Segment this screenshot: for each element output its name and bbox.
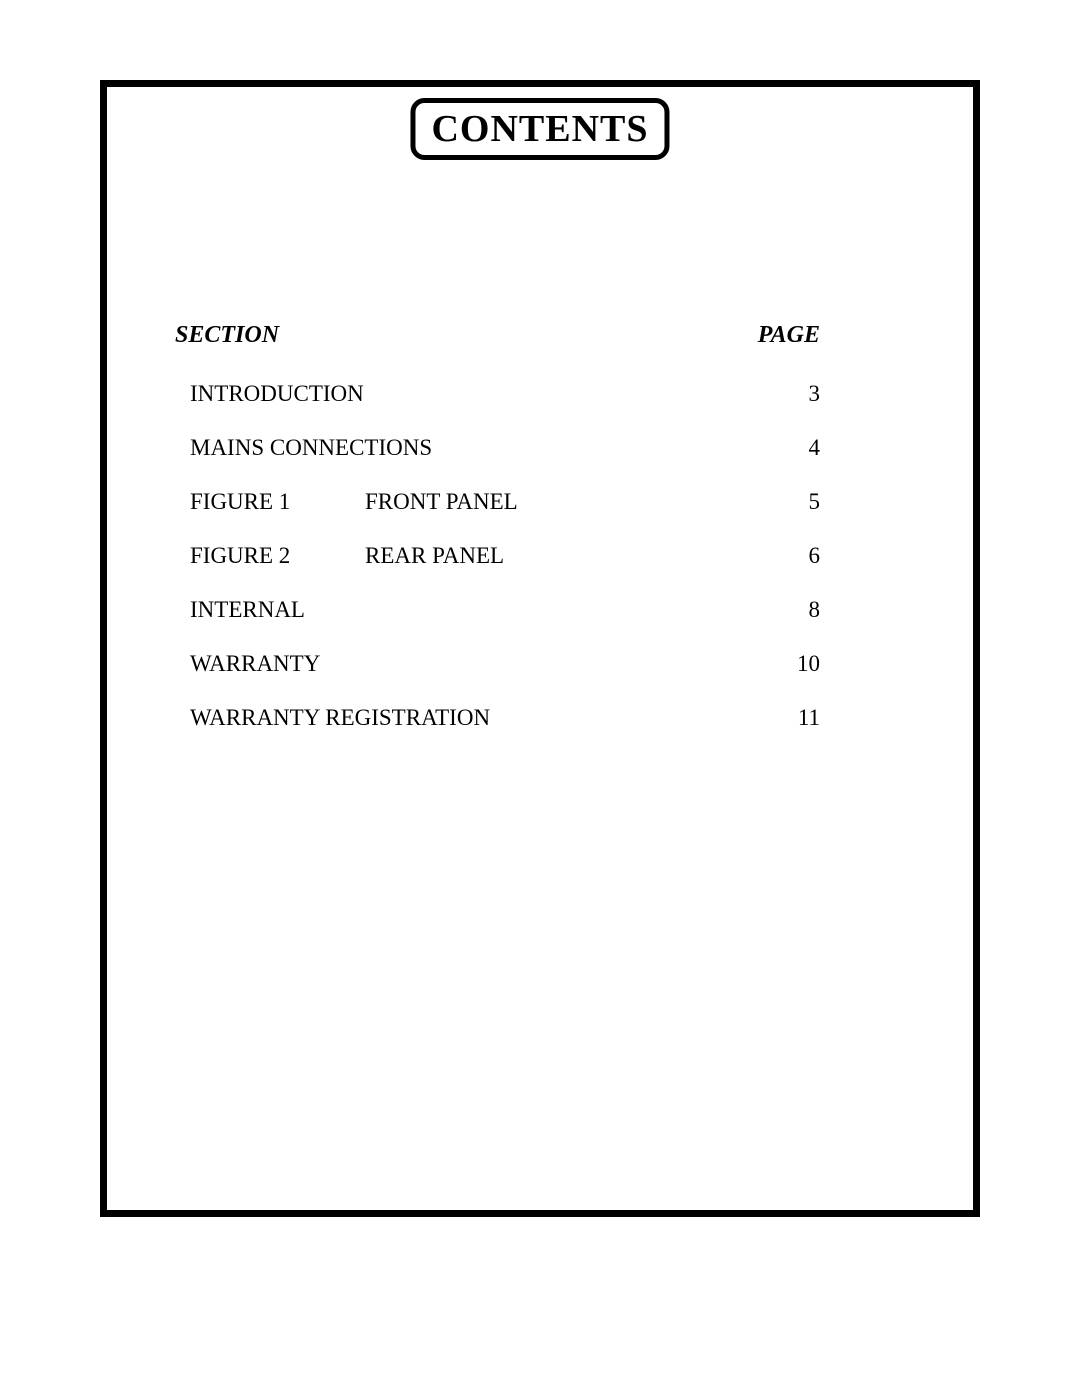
toc-section: WARRANTY REGISTRATION [190,705,770,731]
title-box: CONTENTS [410,98,669,160]
toc-label: FIGURE 1 [190,489,365,515]
toc-container: SECTION PAGE INTRODUCTION 3 MAINS CONNEC… [175,322,820,759]
toc-page: 8 [770,597,820,623]
toc-detail [490,705,770,731]
toc-section: FIGURE 2 REAR PANEL [190,543,770,569]
toc-row: MAINS CONNECTIONS 4 [175,435,820,461]
toc-row: INTERNAL 8 [175,597,820,623]
toc-page: 10 [770,651,820,677]
toc-label: WARRANTY [190,651,365,677]
header-page: PAGE [758,322,820,349]
toc-row: INTRODUCTION 3 [175,381,820,407]
toc-header: SECTION PAGE [175,322,820,349]
toc-label: INTERNAL [190,597,365,623]
toc-detail [365,597,770,623]
toc-label: WARRANTY REGISTRATION [190,705,490,731]
toc-page: 5 [770,489,820,515]
toc-detail: REAR PANEL [365,543,770,569]
toc-row: FIGURE 2 REAR PANEL 6 [175,543,820,569]
toc-label: FIGURE 2 [190,543,365,569]
toc-section: WARRANTY [190,651,770,677]
toc-page: 4 [770,435,820,461]
toc-page: 3 [770,381,820,407]
toc-detail [432,435,770,461]
toc-row: FIGURE 1 FRONT PANEL 5 [175,489,820,515]
header-section: SECTION [175,322,279,349]
toc-section: INTRODUCTION [190,381,770,407]
toc-section: MAINS CONNECTIONS [190,435,770,461]
toc-section: INTERNAL [190,597,770,623]
toc-detail [365,381,770,407]
toc-label: INTRODUCTION [190,381,365,407]
toc-row: WARRANTY 10 [175,651,820,677]
toc-section: FIGURE 1 FRONT PANEL [190,489,770,515]
toc-detail: FRONT PANEL [365,489,770,515]
toc-label: MAINS CONNECTIONS [190,435,432,461]
toc-page: 6 [770,543,820,569]
toc-row: WARRANTY REGISTRATION 11 [175,705,820,731]
toc-detail [365,651,770,677]
page-title: CONTENTS [431,107,648,151]
toc-page: 11 [770,705,820,731]
